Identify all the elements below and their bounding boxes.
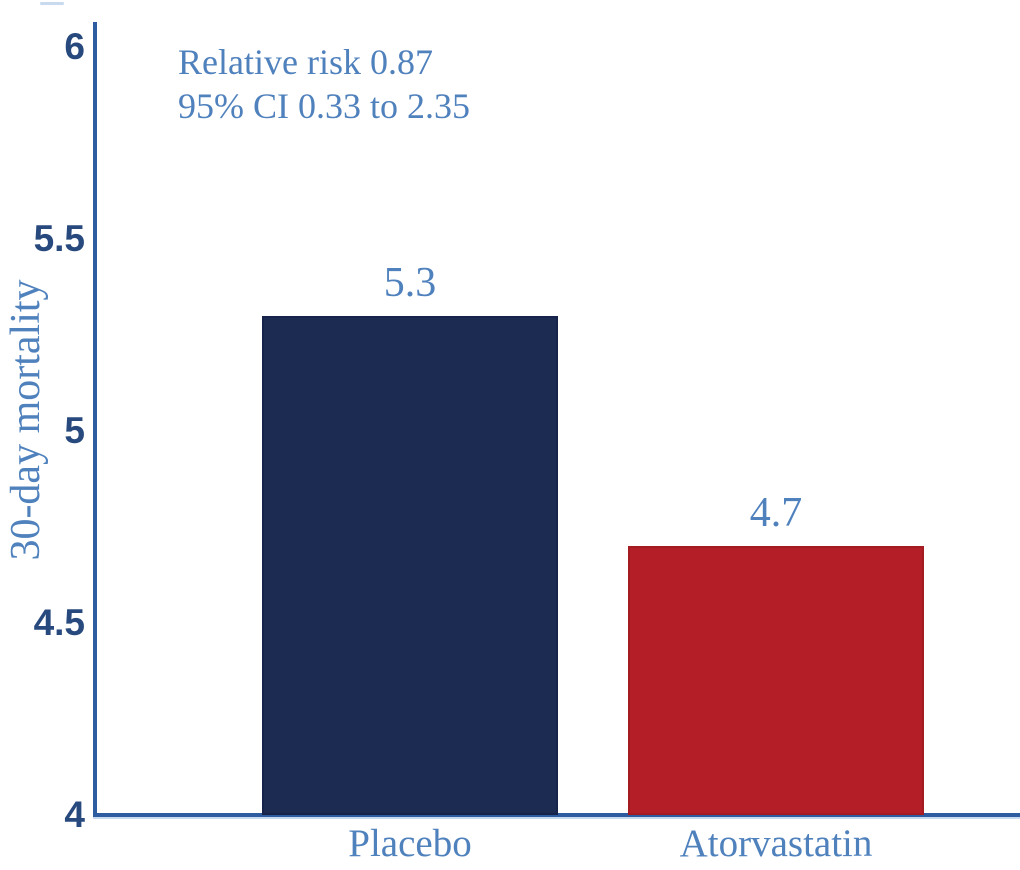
y-tick-label-5: 5 xyxy=(64,410,85,451)
x-axis-line xyxy=(93,813,1020,817)
y-tick-label-5.5: 5.5 xyxy=(33,218,85,259)
annotation-line-2: 95% CI 0.33 to 2.35 xyxy=(178,86,470,126)
top-left-dash-mark xyxy=(40,2,64,5)
bar-placebo xyxy=(262,315,558,815)
annotation-line-1: Relative risk 0.87 xyxy=(178,42,433,82)
x-category-label-placebo: Placebo xyxy=(348,822,472,865)
y-tick-label-4.5: 4.5 xyxy=(33,602,85,643)
y-tick-label-4: 4 xyxy=(64,794,85,835)
bar-value-label-placebo: 5.3 xyxy=(383,259,437,306)
relative-risk-annotation: Relative risk 0.87 95% CI 0.33 to 2.35 xyxy=(178,40,470,128)
bar-value-label-atorvastatin: 4.7 xyxy=(749,490,803,537)
bar-atorvastatin xyxy=(628,546,924,815)
x-axis-underline xyxy=(93,817,1020,819)
y-axis-line xyxy=(93,22,97,817)
x-category-label-atorvastatin: Atorvastatin xyxy=(679,822,873,865)
y-tick-label-6: 6 xyxy=(64,26,85,67)
